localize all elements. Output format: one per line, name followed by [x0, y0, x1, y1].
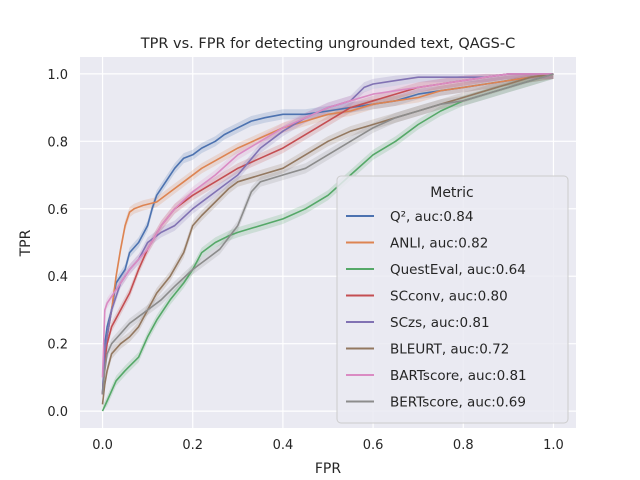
- y-tick-label: 1.0: [47, 68, 68, 83]
- line-bertscore: [101, 73, 554, 395]
- x-tick-label: 0.2: [182, 438, 203, 453]
- legend-box: [336, 175, 569, 424]
- line-q: [101, 73, 554, 395]
- legend-label-bleurt: BLEURT, auc:0.72: [390, 342, 509, 358]
- y-tick-labels: 0.0 0.2 0.4 0.6 0.8 1.0: [47, 68, 68, 420]
- y-tick-label: 0.8: [47, 135, 68, 150]
- y-tick-label: 0.6: [47, 203, 68, 218]
- x-tick-label: 0.8: [453, 438, 474, 453]
- legend-label-questeval: QuestEval, auc:0.64: [390, 262, 526, 278]
- x-axis-label: FPR: [315, 461, 341, 477]
- x-tick-label: 1.0: [543, 438, 564, 453]
- legend-label-sczs: SCzs, auc:0.81: [390, 315, 490, 331]
- x-tick-labels: 0.0 0.2 0.4 0.6 0.8 1.0: [92, 438, 564, 453]
- chart-title: TPR vs. FPR for detecting ungrounded tex…: [140, 36, 516, 52]
- legend-label-bertscore: BERTscore, auc:0.69: [390, 395, 526, 411]
- x-tick-label: 0.0: [92, 438, 113, 453]
- y-tick-label: 0.0: [47, 405, 68, 420]
- line-questeval: [101, 73, 554, 412]
- x-tick-label: 0.4: [273, 438, 294, 453]
- y-axis-label: TPR: [18, 229, 34, 257]
- line-bartscore: [101, 73, 554, 378]
- series-lines: [101, 73, 554, 412]
- legend-label-bartscore: BARTscore, auc:0.81: [390, 368, 527, 384]
- legend: Metric Q², auc:0.84 ANLI, auc:0.82 QuestEv…: [336, 175, 569, 424]
- legend-label-anli: ANLI, auc:0.82: [390, 236, 488, 252]
- line-anli: [101, 73, 554, 395]
- y-tick-label: 0.2: [47, 338, 68, 353]
- x-tick-label: 0.6: [363, 438, 384, 453]
- legend-label-q: Q², auc:0.84: [390, 209, 473, 225]
- y-tick-label: 0.4: [47, 270, 68, 285]
- legend-label-scconv: SCconv, auc:0.80: [390, 289, 508, 305]
- legend-title: Metric: [430, 185, 474, 201]
- legend-items: Q², auc:0.84 ANLI, auc:0.82 QuestEval, auc…: [346, 209, 527, 411]
